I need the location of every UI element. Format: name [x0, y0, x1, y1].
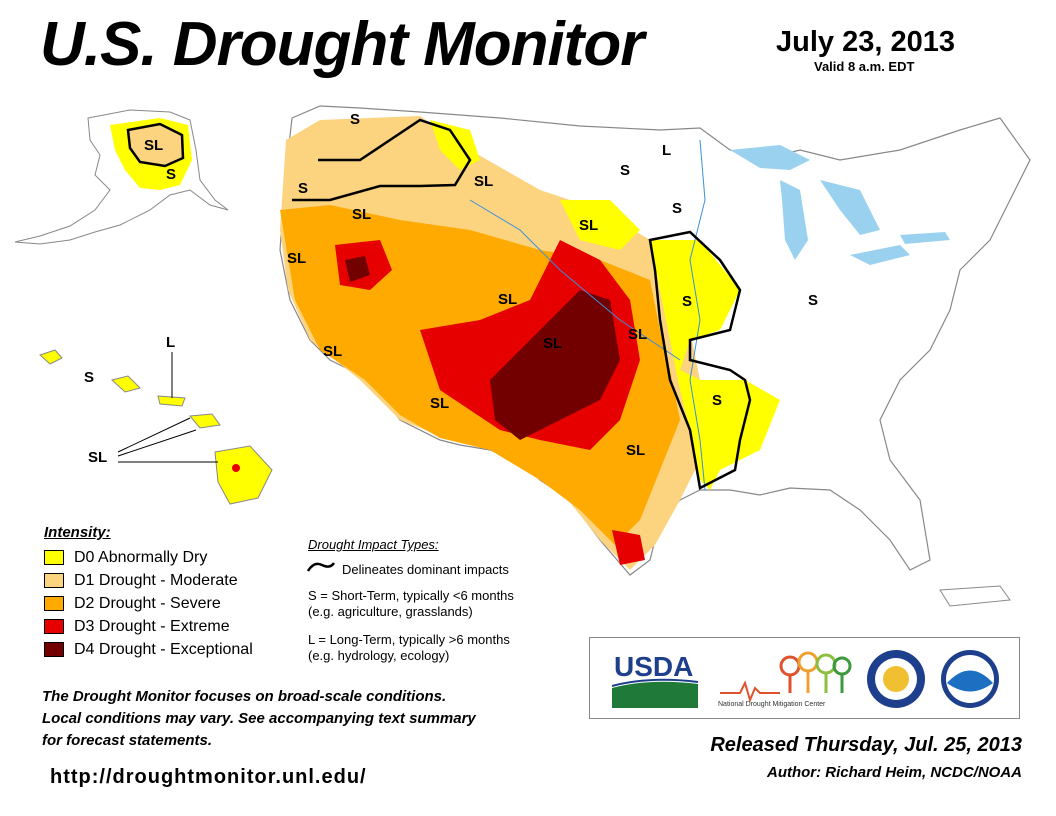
impact-label: S [84, 369, 94, 386]
impact-label: SL [628, 326, 647, 343]
legend-item-d0: D0 Abnormally Dry [44, 546, 253, 569]
disclaimer-note: The Drought Monitor focuses on broad-sca… [42, 686, 582, 752]
conus [279, 105, 1031, 607]
ndmc-text: National Drought Mitigation Center [718, 701, 826, 708]
legend: D0 Abnormally Dry D1 Drought - Moderate … [44, 546, 253, 661]
ndmc-logo: National Drought Mitigation Center [718, 651, 852, 708]
partner-logos: USDA National Drought Mitigation Center [589, 637, 1020, 719]
hawaii [39, 349, 273, 505]
author: Author: Richard Heim, NCDC/NOAA [766, 764, 1022, 781]
map-date: July 23, 2013 [776, 26, 955, 58]
legend-item-d4: D4 Drought - Exceptional [44, 638, 253, 661]
swatch-d3 [44, 619, 64, 634]
release-date: Released Thursday, Jul. 25, 2013 [710, 734, 1022, 756]
impact-labels: SL S S S SL SL SL L S S SL SL SL SL S SL… [84, 111, 818, 466]
impact-label: SL [498, 291, 517, 308]
impact-label: L [166, 334, 175, 351]
swatch-d1 [44, 573, 64, 588]
impact-label: SL [352, 206, 371, 223]
note-line: for forecast statements. [42, 732, 213, 749]
impact-label: S [808, 292, 818, 309]
legend-item-d2: D2 Drought - Severe [44, 592, 253, 615]
impact-label: L [662, 142, 671, 159]
impact-label: SL [323, 343, 342, 360]
impact-label: SL [287, 250, 306, 267]
logos-graphic: USDA National Drought Mitigation Center [611, 650, 999, 708]
impact-short-term: S = Short-Term, typically <6 months (e.g… [308, 588, 578, 620]
impact-label: SL [474, 173, 493, 190]
valid-time: Valid 8 a.m. EDT [814, 59, 915, 74]
legend-item-d1: D1 Drought - Moderate [44, 569, 253, 592]
doc-seal [867, 650, 925, 708]
impact-label: S [298, 180, 308, 197]
impact-label: SL [144, 137, 163, 154]
impact-label: S [620, 162, 630, 179]
impact-label: SL [543, 335, 562, 352]
impact-label: SL [430, 395, 449, 412]
swatch-d2 [44, 596, 64, 611]
impact-long-label: L = Long-Term, typically >6 months [308, 632, 510, 647]
impact-label: S [350, 111, 360, 128]
impact-line-label: Delineates dominant impacts [342, 562, 509, 577]
legend-item-d3: D3 Drought - Extreme [44, 615, 253, 638]
website-link[interactable]: http://droughtmonitor.unl.edu/ [50, 766, 367, 788]
impact-label: SL [88, 449, 107, 466]
impact-long-example: (e.g. hydrology, ecology) [308, 648, 450, 663]
impact-label: S [166, 166, 176, 183]
usda-text: USDA [614, 651, 693, 682]
alaska [14, 109, 229, 245]
impact-line-icon [306, 562, 336, 572]
legend-title: Intensity: [44, 524, 111, 541]
impact-label: SL [579, 217, 598, 234]
noaa-logo [941, 650, 999, 708]
swatch-d4 [44, 642, 64, 657]
usda-logo: USDA [611, 651, 699, 708]
legend-label: D0 Abnormally Dry [74, 548, 208, 566]
note-line: The Drought Monitor focuses on broad-sca… [42, 688, 447, 705]
impact-long-term: L = Long-Term, typically >6 months (e.g.… [308, 632, 578, 664]
impact-types-title: Drought Impact Types: [308, 537, 439, 552]
impact-short-example: (e.g. agriculture, grasslands) [308, 604, 473, 619]
legend-label: D1 Drought - Moderate [74, 571, 238, 589]
legend-label: D4 Drought - Exceptional [74, 640, 253, 658]
note-line: Local conditions may vary. See accompany… [42, 710, 476, 727]
swatch-d0 [44, 550, 64, 565]
impact-short-label: S = Short-Term, typically <6 months [308, 588, 514, 603]
legend-label: D2 Drought - Severe [74, 594, 221, 612]
map-title: U.S. Drought Monitor [40, 10, 644, 79]
impact-label: S [672, 200, 682, 217]
impact-label: SL [626, 442, 645, 459]
hawaii-leader-lines [117, 352, 218, 463]
legend-label: D3 Drought - Extreme [74, 617, 230, 635]
impact-label: S [682, 293, 692, 310]
impact-label: S [712, 392, 722, 409]
